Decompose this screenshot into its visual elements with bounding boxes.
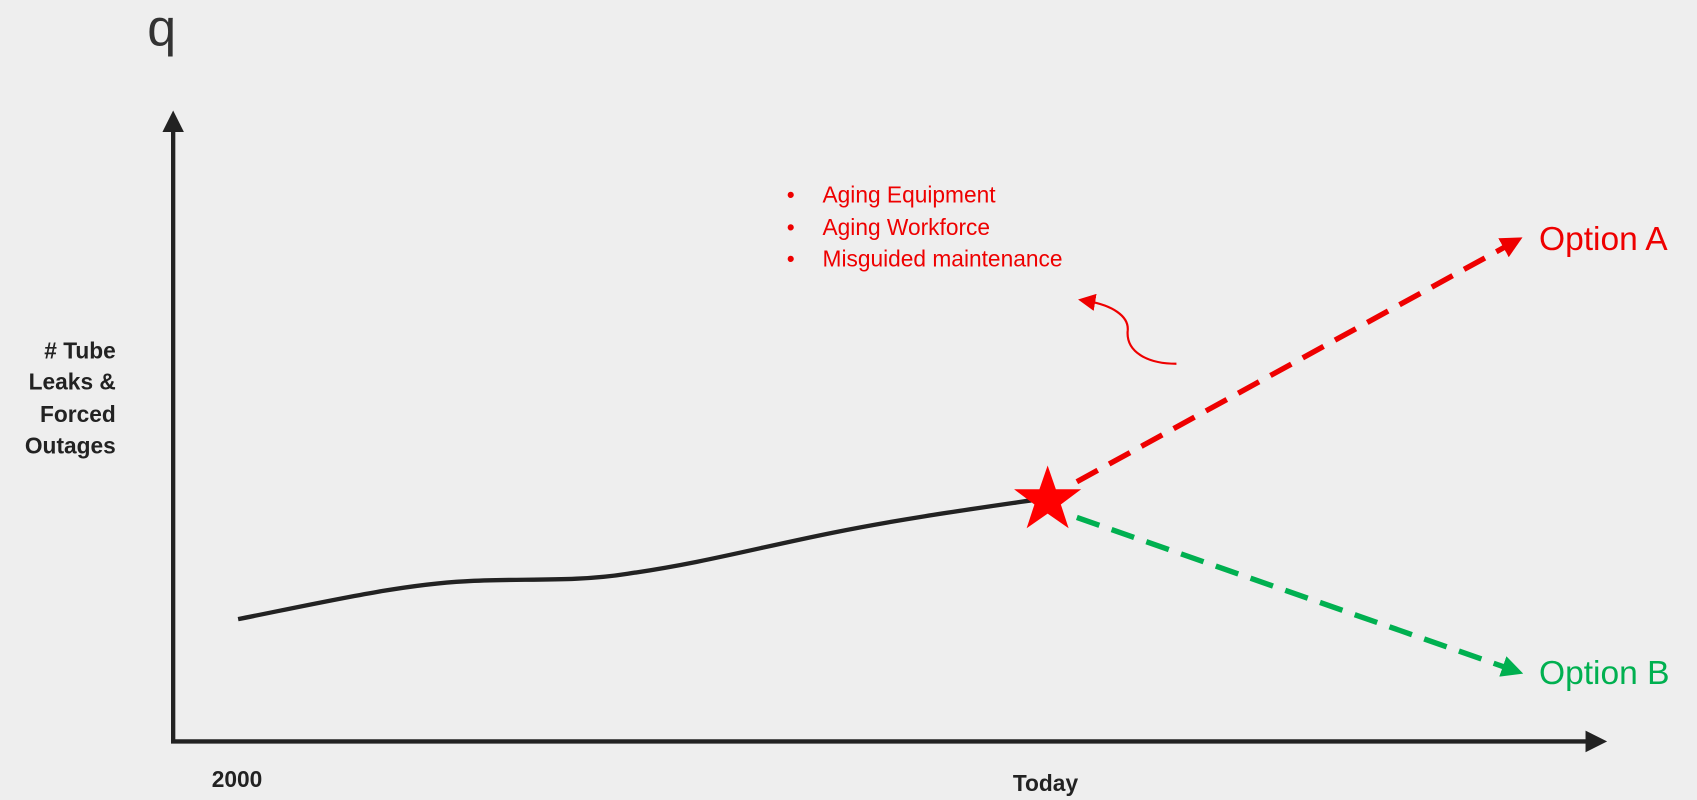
option-b-line [1075, 514, 1524, 677]
option-a-label: Option A [1539, 221, 1668, 258]
history-line [237, 495, 1048, 622]
option-b-label: Option B [1539, 655, 1670, 692]
title: q [147, 0, 176, 58]
y-axis-label: Leaks & [29, 369, 116, 395]
bullet: • [787, 214, 795, 240]
cause: Aging Workforce [823, 214, 991, 240]
y-axis-label: Forced [40, 401, 116, 427]
bullet: • [787, 181, 795, 207]
cause: Aging Equipment [823, 181, 997, 207]
x-start-label: 2000 [212, 766, 263, 792]
y-axis-label: # Tube [44, 337, 116, 363]
today-star [1014, 465, 1082, 529]
option-a-line [1075, 237, 1523, 485]
bullet: • [787, 245, 795, 271]
x-now-label: Today [1013, 770, 1079, 796]
curved-arrow [1078, 293, 1177, 365]
y-axis-label: Outages [25, 433, 116, 459]
cause: Misguided maintenance [823, 245, 1063, 271]
